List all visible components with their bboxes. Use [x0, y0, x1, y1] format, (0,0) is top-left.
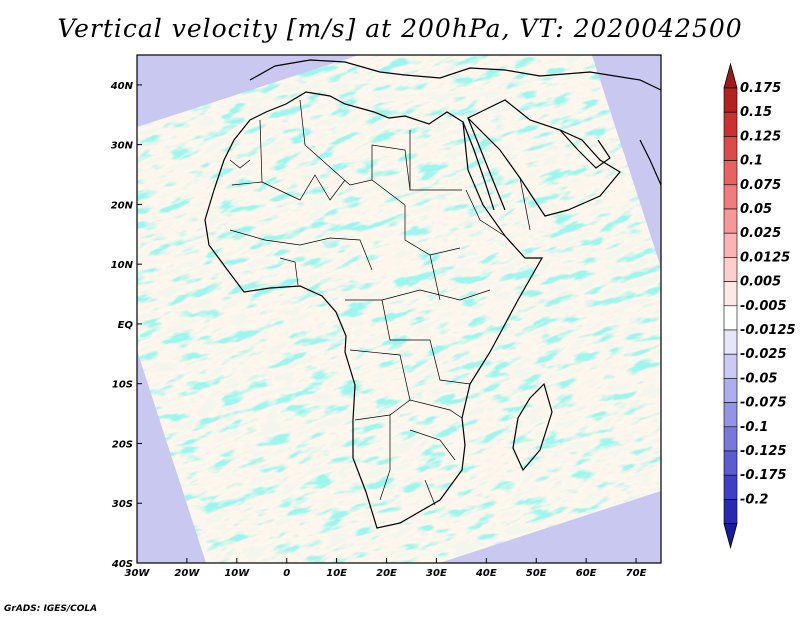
colorbar-swatch	[723, 232, 738, 258]
colorbar-bottom-triangle	[723, 523, 738, 550]
lat-tick-label: 20N	[111, 200, 134, 211]
velocity-field	[137, 55, 661, 563]
colorbar-swatch	[723, 329, 738, 355]
colorbar-swatch	[723, 353, 738, 379]
colorbar-label: 0.025	[740, 226, 781, 241]
colorbar-label: 0.15	[740, 105, 772, 120]
colorbar-label: -0.075	[740, 396, 787, 411]
colorbar-top-triangle	[723, 62, 738, 89]
lon-tick-label: 10W	[224, 568, 250, 579]
lon-tick-label: 0	[283, 568, 290, 579]
map-title: Vertical velocity [m/s] at 200hPa, VT: 2…	[57, 14, 743, 43]
colorbar-label: -0.025	[740, 347, 787, 362]
colorbar-label: 0.1	[740, 154, 763, 169]
colorbar-label: 0.075	[740, 178, 781, 193]
madagascar-coastline	[512, 382, 553, 472]
lat-tick-label: 20S	[112, 439, 133, 450]
colorbar-swatch	[723, 474, 738, 500]
colorbar-label: 0.0125	[740, 250, 790, 265]
persian-gulf-outline	[559, 129, 611, 169]
red-sea-outline	[462, 117, 506, 211]
colorbar-label: 0.175	[740, 81, 781, 96]
lon-tick-label: 30W	[125, 568, 151, 579]
colorbar-label: 0.005	[740, 275, 781, 290]
colorbar-swatch	[723, 184, 738, 210]
colorbar-swatch	[723, 160, 738, 186]
country-borders	[229, 99, 531, 506]
lon-tick-label: 30E	[426, 568, 447, 579]
plot-frame	[136, 54, 662, 564]
credit-text: GrADS: IGES/COLA	[4, 604, 98, 614]
colorbar-label: -0.005	[740, 299, 787, 314]
colorbar-swatch	[723, 305, 738, 331]
colorbar-swatch	[723, 87, 738, 113]
lon-tick-label: 20W	[174, 568, 200, 579]
europe-coastline	[249, 59, 661, 91]
colorbar-swatch	[723, 208, 738, 234]
colorbar-swatch	[723, 499, 738, 524]
lat-tick-label: 10N	[111, 260, 134, 271]
lat-tick-label: 40S	[111, 559, 133, 570]
lat-tick-label: EQ	[118, 320, 134, 331]
colorbar-label: 0.125	[740, 129, 781, 144]
colorbar-swatch	[723, 378, 738, 403]
colorbar-swatch	[723, 450, 738, 476]
lon-tick-label: 20E	[376, 568, 397, 579]
lat-tick-label: 40N	[110, 81, 134, 92]
colorbar-swatch	[723, 136, 738, 161]
lon-tick-label: 70E	[626, 568, 647, 579]
colorbar-label: -0.05	[740, 371, 777, 386]
colorbar-label: -0.0125	[740, 323, 796, 338]
colorbar-swatch	[723, 402, 738, 428]
lon-tick-label: 50E	[526, 568, 547, 579]
lat-tick-label: 30N	[111, 141, 134, 152]
colorbar-swatch	[723, 111, 738, 137]
lon-tick-label: 40E	[475, 568, 497, 579]
lon-tick-label: 10E	[326, 568, 347, 579]
colorbar-label: 0.05	[740, 202, 772, 217]
latitude-axis: 40N 30N 20N 10N EQ 10S 20S 30S 40S	[110, 81, 142, 570]
longitude-axis: 30W 20W 10W 0 10E 20E 30E 40E 50E 60E 70E	[125, 558, 647, 579]
colorbar-label: -0.175	[740, 468, 787, 483]
colorbar-swatch	[723, 257, 738, 282]
colorbar-label: -0.1	[740, 420, 768, 435]
colorbar-swatch	[723, 281, 738, 307]
india-coastline	[639, 139, 661, 186]
colorbar-label: -0.2	[740, 492, 768, 507]
colorbar: 0.175 0.15 0.125 0.1 0.075 0.05 0.025 0.0125 0.0…	[723, 62, 796, 550]
africa-coastline	[204, 91, 544, 529]
lat-tick-label: 10S	[112, 380, 133, 391]
lat-tick-label: 30S	[112, 499, 133, 510]
colorbar-swatch	[723, 426, 738, 452]
lon-tick-label: 60E	[576, 568, 597, 579]
colorbar-label: -0.125	[740, 444, 787, 459]
